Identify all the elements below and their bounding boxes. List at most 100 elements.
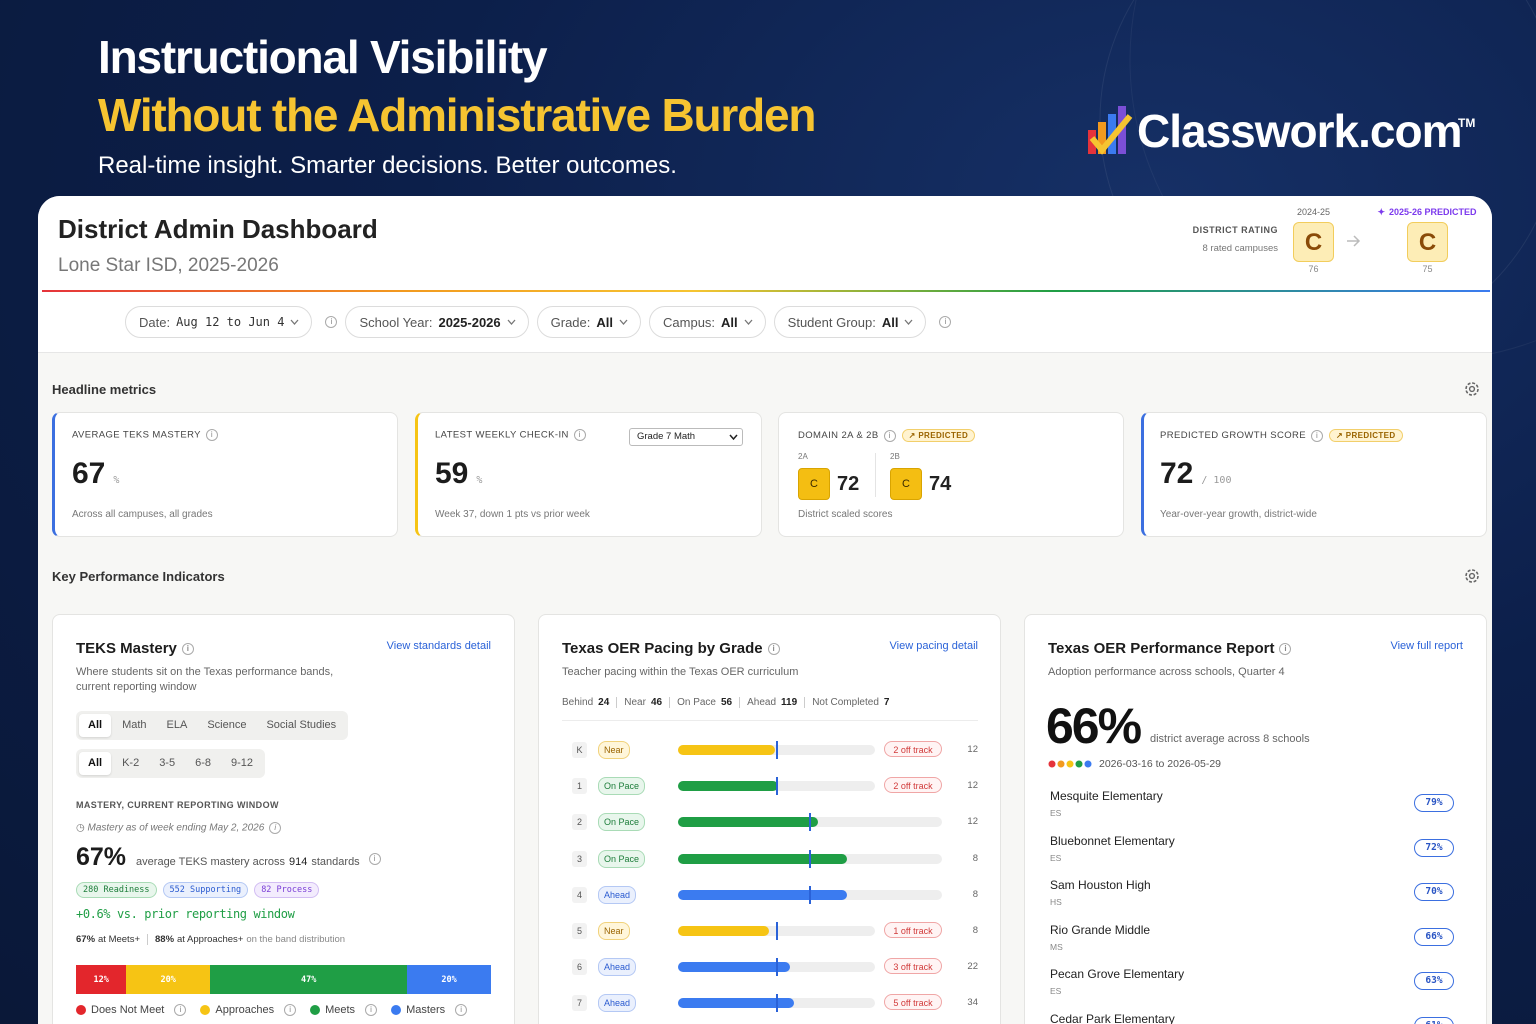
summary-count: 7: [883, 697, 890, 708]
grade-label: 7: [572, 995, 587, 1012]
tab[interactable]: Science: [207, 719, 247, 731]
metric-value: 72: [1160, 457, 1194, 490]
as-of-note: ◷ Mastery as of week ending May 2, 2026: [76, 822, 282, 834]
summary-label: On Pace: [677, 697, 716, 708]
status-pill: On Pace: [598, 777, 646, 796]
filter-dropdown[interactable]: Grade: All: [536, 306, 642, 338]
mastery-summary: 67% average TEKS mastery across 914 stan…: [76, 843, 381, 872]
standard-pill: 82 Process: [254, 882, 320, 898]
filter-value: Aug 12 to Jun 4: [176, 315, 285, 329]
school-name: Sam Houston High: [1050, 878, 1151, 892]
tab[interactable]: All: [79, 714, 112, 737]
band-legend: Does Not Meet Approaches Meets Masters: [76, 1004, 468, 1016]
row-count: 22: [967, 961, 978, 973]
school-level: MS: [1050, 941, 1063, 952]
card-title-text: Texas OER Performance Report: [1048, 640, 1275, 657]
band-segment: 12%: [76, 965, 127, 994]
standards-text: standards: [311, 856, 360, 868]
legend-dot: [200, 1005, 211, 1015]
brand-trademark: TM: [1458, 116, 1476, 130]
domain-grade: C: [890, 468, 922, 500]
legend-name: Masters: [406, 1004, 446, 1016]
legend-item: Meets: [310, 1004, 378, 1016]
progress-bar: [678, 998, 795, 1009]
legend-name: Meets: [325, 1004, 356, 1016]
tab[interactable]: Math: [122, 719, 147, 731]
card-link[interactable]: View pacing detail: [889, 640, 978, 652]
progress-bar: [678, 926, 769, 936]
progress-bar: [678, 853, 847, 864]
section-title: Key Performance Indicators: [52, 569, 225, 584]
approaches-text: at Approaches+: [177, 934, 244, 945]
filter-label: Student Group:: [787, 314, 876, 330]
band-label: 20%: [160, 974, 176, 985]
expected-marker: [775, 994, 778, 1013]
rainbow-divider: [42, 290, 1490, 292]
settings-button[interactable]: [1463, 567, 1481, 585]
status-pill: On Pace: [598, 813, 646, 832]
filter-dropdown[interactable]: Campus: All: [649, 306, 766, 338]
card-link[interactable]: View full report: [1390, 640, 1463, 652]
average-value: 66%: [1046, 698, 1142, 754]
school-score: 63%: [1414, 972, 1454, 990]
status-pill: Near: [598, 741, 630, 759]
legend-item: Does Not Meet: [76, 1004, 187, 1016]
hero-title-accent: Without the Administrative Burden: [98, 89, 816, 141]
school-name: Rio Grande Middle: [1050, 922, 1151, 937]
tab[interactable]: 6-8: [195, 757, 211, 769]
metric-value-row: 59%: [435, 457, 482, 491]
filter-value: 2025-2026: [438, 314, 501, 330]
metric-label: LATEST WEEKLY CHECK-IN: [435, 429, 586, 441]
brand-name: Classwork.com: [1137, 105, 1462, 157]
metric-note: Year-over-year growth, district-wide: [1160, 509, 1317, 520]
metric-label-text: LATEST WEEKLY CHECK-IN: [435, 429, 569, 441]
domain-value: 72: [837, 472, 860, 495]
dashboard-title: District Admin Dashboard: [58, 214, 378, 244]
status-dots: [1048, 760, 1092, 768]
card-link[interactable]: View standards detail: [386, 640, 491, 652]
settings-button[interactable]: [1463, 380, 1481, 398]
tab[interactable]: Social Studies: [266, 719, 337, 731]
tab[interactable]: ELA: [166, 719, 188, 731]
predicted-rating-score: 75: [1422, 264, 1433, 274]
progress-bar: [678, 781, 779, 792]
change-note: +0.6% vs. prior reporting window: [76, 907, 295, 921]
grade-label: 2: [572, 814, 587, 831]
band-label: 47%: [300, 974, 317, 985]
filter-value: All: [721, 314, 738, 330]
card-title: TEKS Mastery: [76, 640, 194, 657]
summary-label: Ahead: [747, 697, 777, 708]
filter-dropdown[interactable]: School Year: 2025-2026: [345, 306, 529, 338]
card-description: Where students sit on the Texas performa…: [76, 666, 334, 693]
filter-dropdown[interactable]: Date: Aug 12 to Jun 4: [125, 306, 313, 338]
grade-select[interactable]: Grade 7 Math: [629, 428, 743, 446]
row-count: 34: [967, 997, 978, 1009]
metric-note: District scaled scores: [798, 509, 893, 520]
filter-dropdown[interactable]: Student Group: All: [773, 306, 927, 338]
tab[interactable]: 3-5: [159, 757, 176, 769]
band-segment: 20%: [126, 965, 211, 994]
school-name: Pecan Grove Elementary: [1050, 967, 1185, 981]
band-segment: 20%: [407, 965, 491, 994]
filter-label: Date:: [139, 314, 171, 330]
row-count: 12: [967, 816, 978, 828]
row-count: 8: [972, 888, 978, 900]
summary-item: Near 46: [616, 697, 669, 708]
off-track-pill: 1 off track: [884, 922, 942, 938]
metric-unit: / 100: [1201, 475, 1232, 486]
off-track-pill: 5 off track: [884, 994, 942, 1011]
mastery-value: 67%: [76, 843, 127, 871]
rating-score: 76: [1308, 264, 1319, 274]
rating-arrow: [1347, 235, 1361, 247]
summary-count: 46: [650, 697, 663, 708]
off-track-pill: 3 off track: [884, 958, 942, 975]
tab[interactable]: 9-12: [231, 757, 254, 769]
school-name: Bluebonnet Elementary: [1050, 833, 1175, 848]
status-pill: On Pace: [598, 849, 646, 868]
grade-label: 6: [572, 959, 587, 976]
expected-marker: [775, 958, 778, 977]
metric-value-row: 67%: [72, 457, 119, 491]
tab[interactable]: All: [79, 752, 112, 775]
tab[interactable]: K-2: [122, 757, 140, 769]
